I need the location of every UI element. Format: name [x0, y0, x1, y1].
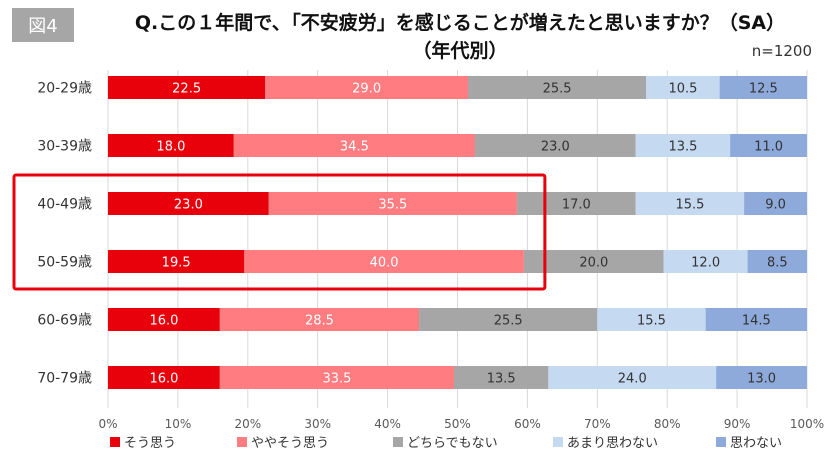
- bar-segment: [597, 308, 706, 331]
- data-label: 9.0: [765, 198, 786, 213]
- chart-title: Q.この１年間で､「不安疲労」を感じることが増えたと思いますか？（SA）: [134, 12, 786, 34]
- data-label: 17.0: [562, 198, 591, 213]
- category-label: 20-29歳: [37, 81, 92, 97]
- data-label: 19.5: [162, 256, 191, 271]
- data-label: 22.5: [172, 82, 201, 97]
- bar-segment: [233, 134, 475, 157]
- data-label: 16.0: [149, 372, 178, 387]
- legend-swatch: [110, 437, 120, 447]
- data-label: 15.5: [637, 314, 666, 329]
- bar-segment: [646, 76, 720, 99]
- legend-label: どちらでもない: [407, 436, 498, 451]
- bar-segment: [108, 250, 245, 273]
- legend-label: 思わない: [730, 436, 782, 451]
- legend-swatch: [553, 437, 563, 447]
- bar-segment: [244, 250, 524, 273]
- category-label: 50-59歳: [37, 255, 92, 271]
- bar-segment: [705, 308, 807, 331]
- bar-segment: [419, 308, 598, 331]
- data-label: 16.0: [149, 314, 178, 329]
- bar-segment: [523, 250, 664, 273]
- data-label: 14.5: [742, 314, 771, 329]
- legend-label: そう思う: [124, 436, 176, 451]
- x-tick-label: 80%: [654, 417, 681, 431]
- legend-swatch: [237, 437, 247, 447]
- bar-segment: [108, 308, 220, 331]
- legend-swatch: [393, 437, 403, 447]
- category-label: 40-49歳: [37, 197, 92, 213]
- data-label: 8.5: [767, 256, 788, 271]
- category-label: 60-69歳: [37, 313, 92, 329]
- category-label: 70-79歳: [37, 371, 92, 387]
- bar-segment: [635, 192, 745, 215]
- category-label: 30-39歳: [37, 139, 92, 155]
- data-label: 15.5: [675, 198, 704, 213]
- bar-segment: [663, 250, 748, 273]
- x-tick-label: 10%: [165, 417, 192, 431]
- data-label: 12.5: [749, 82, 778, 97]
- bar-segment: [716, 366, 807, 389]
- bar-segment: [268, 192, 517, 215]
- x-tick-label: 70%: [584, 417, 611, 431]
- x-tick-label: 0%: [98, 417, 117, 431]
- data-label: 10.5: [668, 82, 697, 97]
- bar-segment: [219, 308, 420, 331]
- x-tick-label: 30%: [304, 417, 331, 431]
- data-label: 28.5: [305, 314, 334, 329]
- x-tick-label: 90%: [724, 417, 751, 431]
- data-label: 18.0: [156, 140, 185, 155]
- x-tick-label: 20%: [234, 417, 261, 431]
- chart-subtitle: （年代別）: [412, 40, 508, 62]
- data-label: 24.0: [618, 372, 647, 387]
- data-label: 23.0: [174, 198, 203, 213]
- x-tick-label: 100%: [790, 417, 824, 431]
- data-label: 25.5: [494, 314, 523, 329]
- bar-segment: [454, 366, 549, 389]
- data-label: 29.0: [352, 82, 381, 97]
- bar-segment: [474, 134, 636, 157]
- bar-segment: [516, 192, 636, 215]
- bar-segment: [747, 250, 807, 273]
- data-label: 33.5: [322, 372, 351, 387]
- data-label: 13.5: [668, 140, 697, 155]
- legend-swatch: [716, 437, 726, 447]
- bar-segment: [108, 366, 220, 389]
- bar-segment: [108, 192, 269, 215]
- bar-segment: [108, 76, 266, 99]
- data-label: 35.5: [378, 198, 407, 213]
- bar-segment: [265, 76, 468, 99]
- data-label: 13.0: [747, 372, 776, 387]
- bar-segment: [744, 192, 807, 215]
- sample-size-label: n=1200: [751, 42, 812, 60]
- data-label: 40.0: [370, 256, 399, 271]
- highlight-box: [12, 173, 547, 291]
- x-tick-label: 40%: [374, 417, 401, 431]
- legend-label: ややそう思う: [251, 436, 329, 451]
- bar-segment: [719, 76, 807, 99]
- bar-segment: [730, 134, 807, 157]
- data-label: 11.0: [754, 140, 783, 155]
- legend-label: あまり思わない: [567, 436, 658, 451]
- x-tick-label: 60%: [514, 417, 541, 431]
- bar-segment: [548, 366, 717, 389]
- figure-badge: 図4: [12, 8, 74, 42]
- bar-segment: [108, 134, 234, 157]
- data-label: 34.5: [340, 140, 369, 155]
- data-label: 13.5: [487, 372, 516, 387]
- data-label: 25.5: [543, 82, 572, 97]
- x-tick-label: 50%: [444, 417, 471, 431]
- bar-segment: [467, 76, 647, 99]
- data-label: 23.0: [541, 140, 570, 155]
- data-label: 20.0: [579, 256, 608, 271]
- bar-segment: [635, 134, 731, 157]
- bar-segment: [219, 366, 455, 389]
- data-label: 12.0: [691, 256, 720, 271]
